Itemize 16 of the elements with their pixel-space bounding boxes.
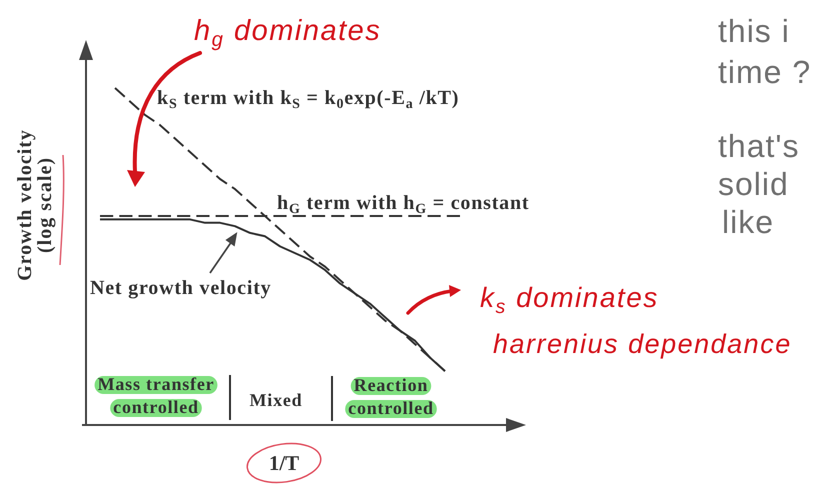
text: h$_{g}$ dominates (194, 15, 382, 51)
text: k$_{S}$ term with k$_{S}$ = k$_{0}$exp(-E$_{a}$ /kT) (157, 87, 460, 112)
y-axis-title: Growth velocity (log scale) (14, 129, 56, 281)
text: that's (718, 128, 800, 164)
annotation: Reaction controlled (348, 375, 434, 418)
annotation: Mass transfer controlled (98, 374, 214, 417)
text: time ? (718, 54, 812, 90)
text: k$_{s}$ dominates (480, 282, 659, 318)
series-label: h$_{G}$ term with h$_{G}$ = constant (277, 192, 530, 218)
x-axis-title: 1/T (268, 451, 300, 475)
annotation: Mixed (250, 390, 302, 410)
text: harrenius dependance (493, 329, 792, 359)
text: like (722, 204, 774, 240)
series-label: Net growth velocity (90, 277, 272, 299)
text: this i (718, 13, 790, 49)
text: solid (718, 166, 789, 202)
